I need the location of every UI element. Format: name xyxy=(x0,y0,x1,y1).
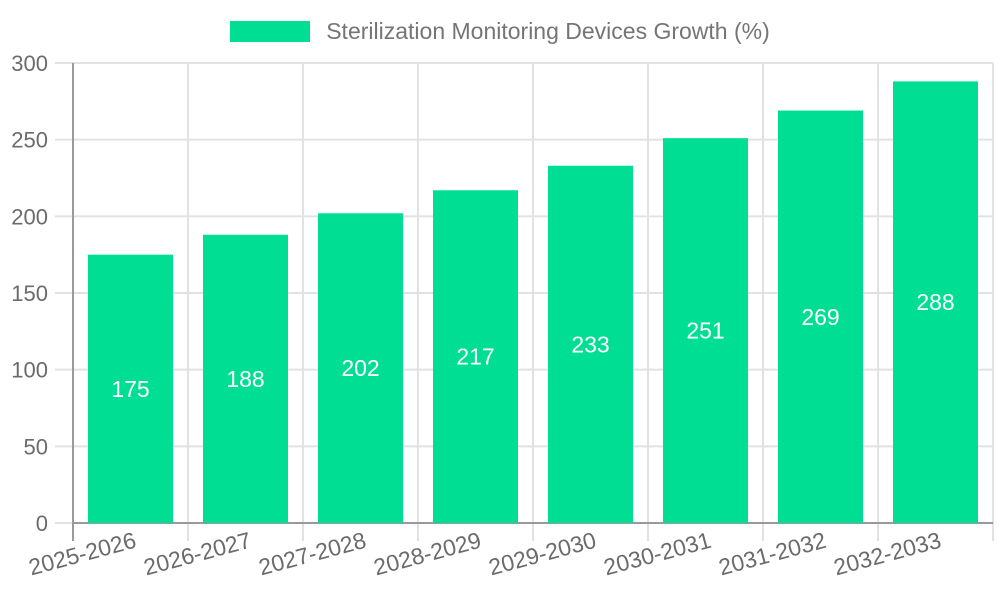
legend-label: Sterilization Monitoring Devices Growth … xyxy=(326,18,770,44)
x-tick-label: 2031-2032 xyxy=(716,527,829,581)
y-tick-label: 50 xyxy=(24,434,48,459)
bar-value-label: 269 xyxy=(801,304,839,330)
x-tick-label: 2030-2031 xyxy=(601,527,714,581)
bar-value-label: 188 xyxy=(226,366,264,392)
x-tick-label: 2028-2029 xyxy=(371,527,484,581)
bar-2028-2029 xyxy=(433,190,518,523)
legend-swatch xyxy=(230,21,311,42)
bar-value-label: 175 xyxy=(111,376,149,402)
bar-value-label: 251 xyxy=(686,318,724,344)
x-tick-label: 2029-2030 xyxy=(486,527,599,581)
bar-value-label: 202 xyxy=(341,355,379,381)
y-tick-label: 200 xyxy=(11,204,48,229)
y-tick-label: 0 xyxy=(36,511,48,536)
bar-2026-2027 xyxy=(203,234,288,523)
x-tick-label: 2026-2027 xyxy=(141,527,254,581)
y-tick-label: 250 xyxy=(11,128,48,153)
bar-value-label: 217 xyxy=(456,344,494,370)
y-tick-label: 150 xyxy=(11,281,48,306)
bar-2029-2030 xyxy=(548,165,633,523)
bar-2032-2033 xyxy=(893,81,978,524)
chart-legend: Sterilization Monitoring Devices Growth … xyxy=(0,20,1000,43)
x-tick-label: 2027-2028 xyxy=(256,527,369,581)
bar-value-label: 288 xyxy=(916,289,954,315)
y-tick-label: 300 xyxy=(11,51,48,76)
bar-2027-2028 xyxy=(318,213,403,523)
x-tick-label: 2032-2033 xyxy=(831,527,944,581)
bar-2030-2031 xyxy=(663,138,748,523)
bar-2025-2026 xyxy=(88,254,173,523)
bar-value-label: 233 xyxy=(571,331,609,357)
bar-2031-2032 xyxy=(778,110,863,524)
y-tick-label: 100 xyxy=(11,358,48,383)
